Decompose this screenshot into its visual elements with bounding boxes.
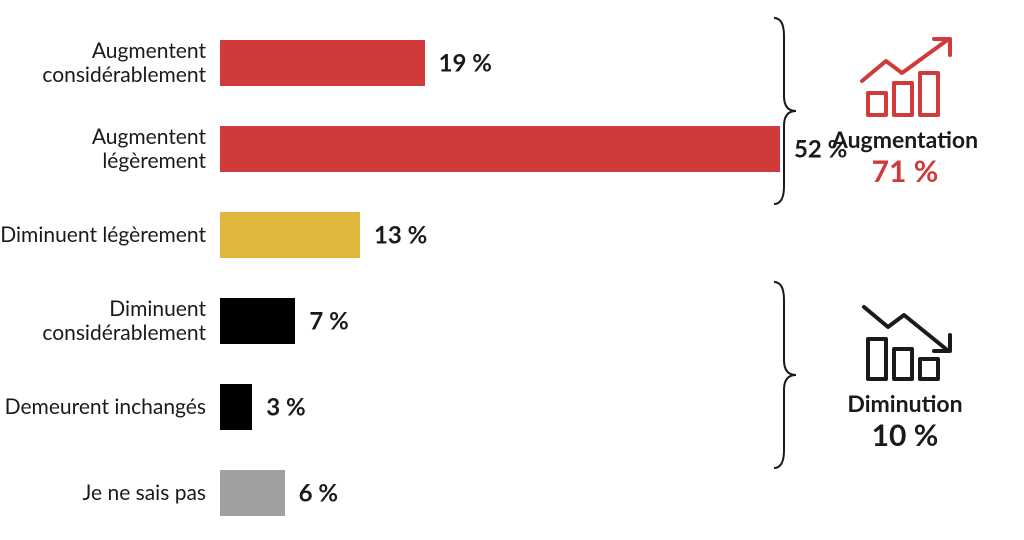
bar-label: Demeurent inchangés: [0, 395, 220, 419]
summary-increase-value: 71 %: [872, 153, 939, 189]
bar: [220, 40, 425, 86]
bar: [220, 384, 252, 430]
summary-increase-title: Augmentation: [832, 125, 978, 153]
summary-increase: Augmentation 71 %: [800, 16, 1010, 206]
bar-label: Augmentent légèrement: [0, 125, 220, 173]
bar-track: 19 %: [220, 40, 780, 86]
bar-row: Diminuent considérablement 7 %: [0, 278, 780, 364]
trend-down-icon: [850, 297, 960, 387]
chart-container: Augmentent considérablement19 %Augmenten…: [0, 0, 1024, 540]
bar-value: 7 %: [309, 307, 348, 336]
bar-track: 3 %: [220, 384, 780, 430]
summary-decrease-value: 10 %: [872, 417, 939, 453]
trend-up-icon: [850, 33, 960, 123]
bar-track: 52 %: [220, 126, 780, 172]
bar-list: Augmentent considérablement19 %Augmenten…: [0, 20, 780, 536]
bar-track: 6 %: [220, 470, 780, 516]
bar-label: Diminuent légèrement: [0, 223, 220, 247]
bar-label: Diminuent considérablement: [0, 297, 220, 345]
bar: [220, 212, 360, 258]
bar-label: Je ne sais pas: [0, 481, 220, 505]
bar-track: 7 %: [220, 298, 780, 344]
summary-decrease-title: Diminution: [847, 389, 962, 417]
summary-decrease: Diminution 10 %: [800, 280, 1010, 470]
brace-decrease: [770, 280, 800, 470]
bar-row: Augmentent légèrement52 %: [0, 106, 780, 192]
bar-row: Augmentent considérablement 19 %: [0, 20, 780, 106]
bar: [220, 470, 285, 516]
bar-label: Augmentent considérablement: [0, 39, 220, 87]
brace-increase: [770, 16, 800, 206]
bar: [220, 298, 295, 344]
bar-value: 6 %: [299, 479, 338, 508]
bar-track: 13 %: [220, 212, 780, 258]
bar-row: Demeurent inchangés 3 %: [0, 364, 780, 450]
bar-value: 13 %: [374, 221, 427, 250]
bar-row: Je ne sais pas 6 %: [0, 450, 780, 536]
bar-value: 19 %: [439, 49, 492, 78]
bar-value: 3 %: [266, 393, 305, 422]
bar-row: Diminuent légèrement 13 %: [0, 192, 780, 278]
bar: [220, 126, 780, 172]
